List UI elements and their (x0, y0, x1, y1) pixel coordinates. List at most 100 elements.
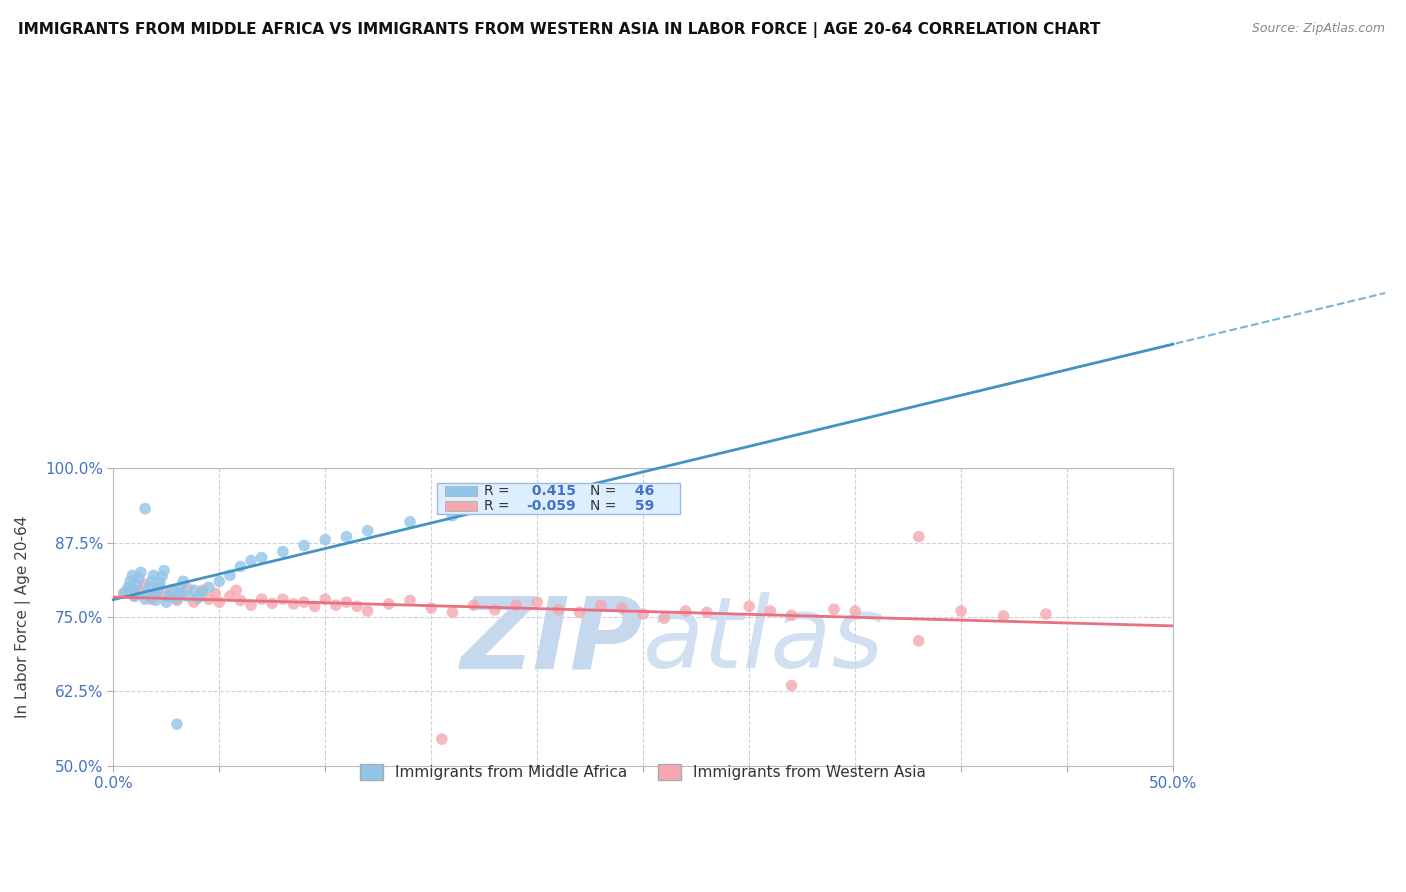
Point (526, 595, 548, 609)
Text: 46: 46 (630, 484, 655, 498)
Point (176, 589, 198, 603)
Point (654, 611, 676, 625)
Point (283, 597, 305, 611)
Point (197, 592, 219, 607)
Point (134, 577, 156, 591)
Point (225, 583, 247, 598)
Point (166, 593, 188, 607)
Point (153, 564, 176, 578)
Point (129, 566, 152, 580)
Point (250, 592, 273, 607)
Point (157, 589, 180, 603)
Point (240, 553, 263, 567)
Text: Source: ZipAtlas.com: Source: ZipAtlas.com (1251, 22, 1385, 36)
Point (568, 605, 591, 619)
Point (197, 580, 219, 594)
Point (141, 574, 163, 589)
Text: N =: N = (591, 484, 617, 498)
Point (166, 592, 188, 607)
Point (141, 592, 163, 607)
Point (356, 524, 378, 538)
Text: N =: N = (591, 499, 617, 513)
Point (738, 599, 761, 614)
Point (117, 580, 139, 594)
Point (463, 598, 485, 612)
Point (696, 605, 718, 619)
FancyBboxPatch shape (446, 486, 477, 496)
Point (142, 568, 165, 582)
Text: R =: R = (484, 499, 510, 513)
Point (484, 603, 506, 617)
Point (250, 550, 273, 565)
Point (208, 574, 231, 589)
Point (505, 598, 527, 612)
Point (229, 593, 252, 607)
Point (314, 592, 336, 607)
Point (780, 608, 803, 623)
Point (170, 587, 193, 601)
Point (823, 602, 845, 616)
Text: 59: 59 (630, 499, 655, 513)
Point (191, 583, 214, 598)
Point (262, 596, 284, 610)
Point (204, 586, 226, 600)
Point (610, 601, 633, 615)
Point (907, 633, 929, 648)
Point (187, 589, 209, 603)
Text: R =: R = (484, 484, 510, 498)
Point (166, 717, 188, 731)
Point (1035, 607, 1057, 621)
Point (378, 597, 401, 611)
Point (271, 592, 294, 607)
Point (314, 533, 336, 547)
Point (759, 604, 782, 618)
Point (149, 580, 172, 594)
Point (162, 583, 184, 598)
Point (844, 604, 866, 618)
Legend: Immigrants from Middle Africa, Immigrants from Western Asia: Immigrants from Middle Africa, Immigrant… (354, 758, 932, 787)
Point (167, 586, 190, 600)
Point (128, 583, 150, 598)
Point (304, 599, 326, 614)
Point (271, 544, 294, 558)
Point (124, 589, 146, 603)
Point (292, 595, 315, 609)
Point (208, 595, 231, 609)
Point (240, 598, 263, 612)
Point (356, 604, 378, 618)
Point (441, 605, 464, 619)
Point (191, 585, 214, 599)
Point (907, 530, 929, 544)
Point (145, 587, 167, 601)
Point (134, 501, 156, 516)
Point (325, 598, 347, 612)
Point (183, 595, 205, 609)
Point (993, 608, 1015, 623)
Point (146, 582, 169, 596)
Point (124, 589, 146, 603)
Point (145, 586, 167, 600)
Point (112, 586, 135, 600)
Text: ZIP: ZIP (460, 592, 643, 690)
Point (124, 583, 146, 598)
Point (399, 593, 422, 607)
Point (430, 732, 453, 747)
Point (399, 515, 422, 529)
Point (155, 595, 177, 609)
Point (335, 595, 357, 609)
Text: -0.059: -0.059 (527, 499, 576, 513)
Point (120, 580, 142, 594)
Point (150, 569, 173, 583)
Point (134, 592, 156, 607)
Point (149, 575, 172, 590)
Point (138, 580, 160, 594)
Point (155, 589, 177, 603)
FancyBboxPatch shape (446, 501, 477, 511)
Point (172, 574, 194, 589)
FancyBboxPatch shape (436, 483, 681, 515)
Y-axis label: In Labor Force | Age 20-64: In Labor Force | Age 20-64 (15, 516, 31, 718)
Point (170, 580, 193, 594)
Point (112, 586, 135, 600)
Point (145, 593, 167, 607)
Point (187, 591, 209, 605)
